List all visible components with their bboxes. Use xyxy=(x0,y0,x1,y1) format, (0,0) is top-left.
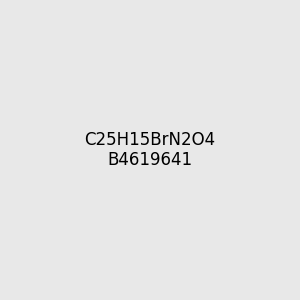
Text: C25H15BrN2O4
B4619641: C25H15BrN2O4 B4619641 xyxy=(84,130,216,170)
